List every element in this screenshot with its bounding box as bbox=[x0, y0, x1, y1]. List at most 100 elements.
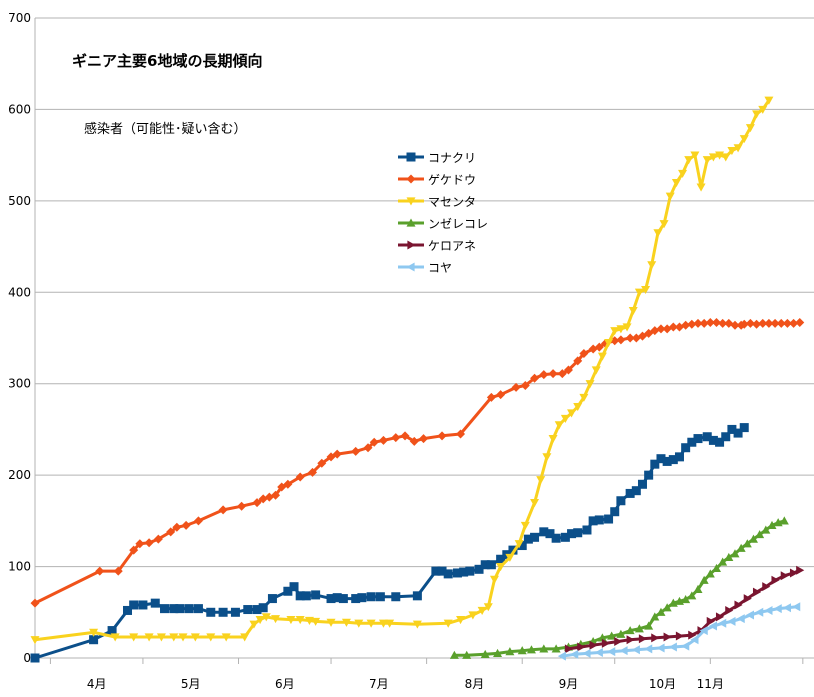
y-tick-label: 0 bbox=[23, 651, 31, 665]
data-point-marker bbox=[758, 318, 768, 328]
data-point-marker bbox=[520, 521, 530, 530]
data-point-marker bbox=[758, 105, 768, 114]
data-point-marker bbox=[743, 594, 752, 604]
data-point-marker bbox=[577, 642, 586, 652]
data-point-marker bbox=[616, 496, 626, 506]
data-point-marker bbox=[678, 169, 688, 178]
data-point-marker bbox=[721, 153, 731, 162]
data-point-marker bbox=[631, 486, 641, 496]
data-point-marker bbox=[218, 505, 228, 515]
y-tick-label: 400 bbox=[8, 285, 31, 299]
data-point-marker bbox=[789, 318, 799, 328]
legend-label: コナクリ bbox=[428, 150, 477, 165]
data-point-marker bbox=[110, 633, 120, 642]
legend: コナクリ ゲケドウ マセンタ ンゼレコレ ケロアネ コヤ bbox=[398, 146, 488, 278]
data-point-marker bbox=[625, 333, 635, 343]
data-point-marker bbox=[638, 634, 647, 644]
data-point-marker bbox=[702, 432, 712, 442]
data-point-marker bbox=[107, 626, 117, 636]
data-point-marker bbox=[776, 318, 786, 328]
data-point-marker bbox=[730, 320, 740, 330]
y-tick-label: 500 bbox=[8, 194, 31, 208]
data-point-marker bbox=[674, 452, 684, 462]
data-point-marker bbox=[582, 525, 592, 535]
data-point-marker bbox=[452, 568, 462, 578]
data-point-marker bbox=[752, 587, 762, 597]
data-point-marker bbox=[144, 538, 154, 548]
data-point-marker bbox=[560, 414, 570, 423]
x-tick-label: 6月 bbox=[275, 677, 295, 691]
data-point-marker bbox=[252, 605, 262, 615]
data-point-marker bbox=[468, 611, 478, 620]
data-point-marker bbox=[178, 633, 188, 642]
data-point-marker bbox=[585, 380, 595, 389]
data-point-marker bbox=[493, 648, 503, 658]
data-point-marker bbox=[526, 645, 536, 654]
data-point-marker bbox=[659, 220, 669, 229]
data-point-marker bbox=[295, 591, 305, 601]
data-point-marker bbox=[406, 262, 415, 272]
data-point-marker bbox=[662, 603, 672, 612]
data-point-marker bbox=[589, 640, 598, 650]
data-point-marker bbox=[736, 614, 745, 624]
data-point-marker bbox=[690, 151, 700, 160]
data-point-marker bbox=[780, 571, 789, 581]
data-point-marker bbox=[456, 616, 466, 625]
data-point-marker bbox=[230, 607, 240, 617]
data-point-marker bbox=[705, 569, 715, 578]
data-point-marker bbox=[443, 619, 453, 628]
data-point-marker bbox=[687, 319, 697, 329]
data-point-marker bbox=[796, 565, 805, 575]
data-point-marker bbox=[240, 633, 250, 642]
data-point-marker bbox=[520, 381, 530, 391]
data-point-marker bbox=[539, 370, 549, 380]
data-point-marker bbox=[594, 342, 604, 352]
data-point-marker bbox=[656, 454, 666, 464]
legend-item: ゲケドウ bbox=[398, 168, 488, 190]
legend-item: ケロアネ bbox=[398, 234, 488, 256]
x-tick-label: 8月 bbox=[465, 677, 485, 691]
data-point-marker bbox=[412, 591, 422, 601]
data-point-marker bbox=[579, 393, 589, 402]
y-tick-label: 600 bbox=[8, 102, 31, 116]
data-point-marker bbox=[681, 594, 691, 604]
data-point-marker bbox=[486, 560, 496, 570]
data-point-marker bbox=[755, 530, 765, 539]
data-point-marker bbox=[508, 545, 518, 555]
data-point-marker bbox=[604, 338, 614, 348]
data-point-marker bbox=[742, 539, 752, 548]
data-point-marker bbox=[607, 647, 616, 657]
data-point-marker bbox=[764, 605, 773, 615]
data-point-marker bbox=[409, 436, 419, 446]
data-point-marker bbox=[727, 424, 737, 434]
data-point-marker bbox=[530, 373, 540, 383]
data-point-marker bbox=[668, 642, 677, 652]
data-point-marker bbox=[129, 545, 139, 555]
data-point-marker bbox=[172, 522, 182, 532]
x-axis-tick-labels: 4月 5月 6月 7月 8月 9月 10月 11月 bbox=[87, 677, 724, 691]
data-point-marker bbox=[477, 606, 487, 615]
data-point-marker bbox=[718, 318, 728, 328]
data-point-marker bbox=[708, 153, 718, 162]
y-tick-label: 200 bbox=[8, 468, 31, 482]
data-point-marker bbox=[622, 323, 632, 332]
data-point-marker bbox=[597, 352, 607, 361]
x-tick-label: 10月 bbox=[649, 677, 676, 691]
data-point-marker bbox=[391, 592, 401, 602]
data-point-marker bbox=[693, 434, 703, 444]
y-tick-label: 300 bbox=[8, 377, 31, 391]
data-point-marker bbox=[773, 604, 782, 614]
data-point-marker bbox=[570, 649, 579, 659]
data-point-marker bbox=[573, 528, 583, 538]
data-point-marker bbox=[123, 605, 133, 615]
data-point-marker bbox=[357, 593, 367, 603]
data-point-marker bbox=[206, 607, 216, 617]
x-tick-label: 5月 bbox=[181, 677, 201, 691]
data-point-marker bbox=[699, 575, 709, 584]
data-point-marker bbox=[252, 498, 262, 508]
data-point-marker bbox=[634, 624, 644, 633]
data-point-marker bbox=[708, 435, 718, 445]
data-point-marker bbox=[755, 607, 764, 617]
axes bbox=[34, 18, 814, 664]
data-point-marker bbox=[30, 636, 40, 645]
